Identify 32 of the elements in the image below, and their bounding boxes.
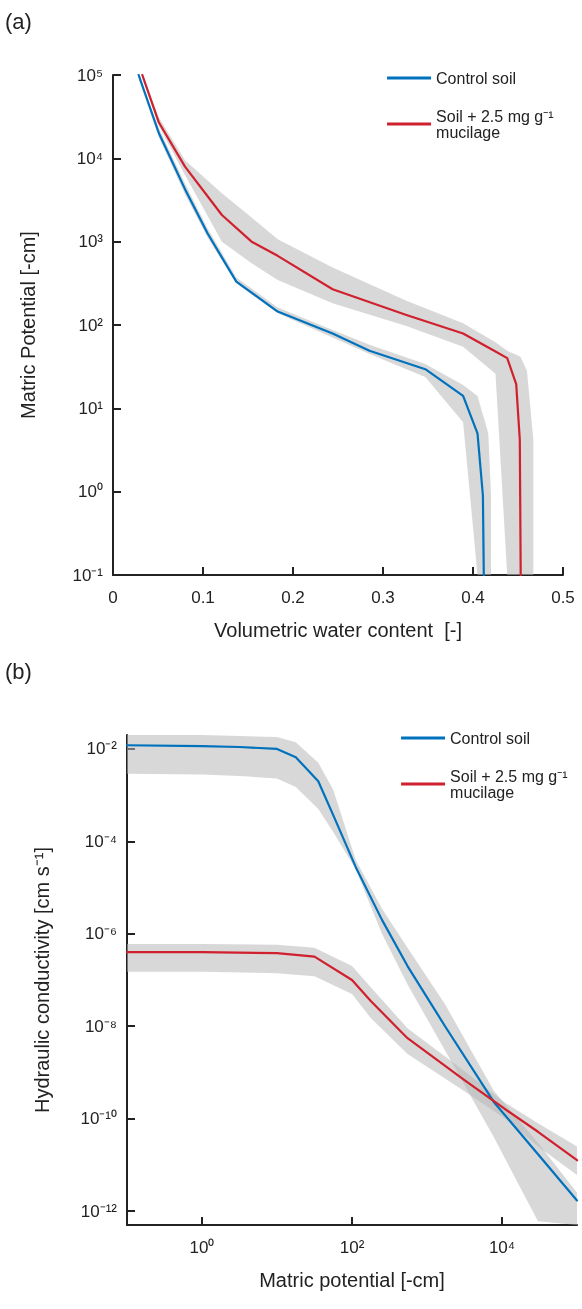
y-tick-label: 10⁴ (76, 148, 103, 168)
y-tick-label: 10⁰ (78, 482, 103, 502)
x-axis-title: Volumetric water content [-] (214, 619, 462, 641)
chart-title: (b) (5, 658, 32, 684)
legend-label: Control soil (436, 69, 517, 87)
legend-label: Soil + 2.5 mg g⁻¹ mucilage (450, 767, 573, 801)
x-tick-label: 10⁴ (488, 1238, 516, 1257)
y-tick-label: 10⁻¹² (80, 1201, 118, 1221)
y-tick-label: 10² (78, 315, 104, 335)
x-tick-label: 10⁰ (189, 1238, 215, 1257)
x-tick-label: 0.4 (461, 588, 485, 607)
y-tick-label: 10¹ (78, 398, 104, 418)
x-tick-label: 0.5 (551, 588, 575, 607)
x-tick-label: 0.1 (191, 588, 215, 607)
legend-label: Control soil (450, 729, 531, 747)
y-tick-label: 10⁵ (77, 65, 103, 85)
x-tick-label: 10² (339, 1238, 365, 1257)
legend-label: Soil + 2.5 mg g⁻¹ mucilage (436, 107, 559, 141)
y-tick-label: 10³ (78, 232, 104, 252)
x-tick-label: 0.2 (281, 588, 305, 607)
y-tick-label: 10⁻² (86, 739, 118, 759)
y-tick-label: 10⁻¹ (72, 565, 104, 585)
y-tick-label: 10⁻⁶ (85, 924, 117, 944)
y-axis-title: Matric Potential [-cm] (17, 231, 39, 419)
x-axis-title: Matric potential [-cm] (259, 1269, 445, 1291)
y-tick-label: 10⁻¹⁰ (80, 1109, 117, 1129)
x-tick-label: 0 (108, 588, 118, 607)
chart-title: (a) (5, 8, 32, 34)
y-axis-title: Hydraulic conductivity [cm s⁻¹] (31, 847, 53, 1113)
y-tick-label: 10⁻⁴ (84, 831, 117, 851)
y-tick-label: 10⁻⁸ (84, 1016, 117, 1036)
x-tick-label: 0.3 (371, 588, 395, 607)
